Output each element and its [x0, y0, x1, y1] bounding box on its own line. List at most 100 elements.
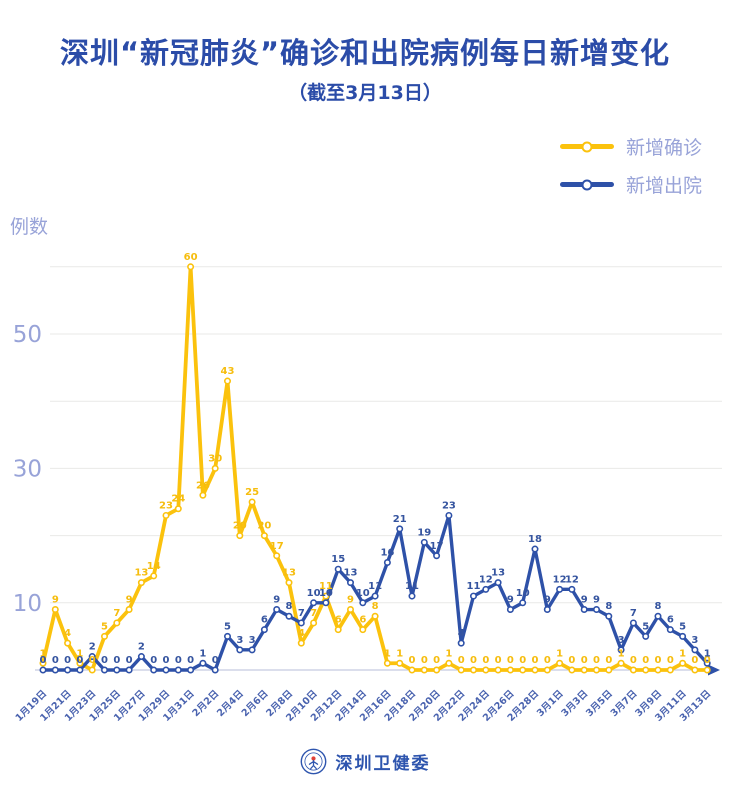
confirmed-value-label: 43 [221, 366, 235, 377]
confirmed-data-point [506, 666, 514, 674]
chart-subtitle: （截至3月13日） [288, 82, 442, 104]
confirmed-value-label: 1 [679, 648, 686, 659]
discharged-value-label: 0 [113, 655, 120, 666]
confirmed-value-label: 4 [298, 628, 305, 639]
discharged-data-point [445, 511, 453, 519]
discharged-value-label: 5 [224, 621, 231, 632]
discharged-data-point [113, 666, 121, 674]
discharged-value-label: 9 [581, 595, 588, 606]
discharged-value-label: 23 [442, 500, 456, 511]
discharged-value-label: 11 [368, 581, 382, 592]
discharged-data-point [51, 666, 59, 674]
x-tick-label: 2月4日 [215, 688, 246, 719]
discharged-value-label: 16 [380, 547, 394, 558]
discharged-data-point [39, 666, 47, 674]
discharged-value-label: 7 [630, 608, 637, 619]
discharged-data-point [420, 538, 428, 546]
discharged-data-point [150, 666, 158, 674]
confirmed-data-point [150, 572, 158, 580]
confirmed-value-label: 0 [630, 655, 637, 666]
discharged-data-point [211, 666, 219, 674]
discharged-value-label: 1 [704, 648, 711, 659]
confirmed-data-point [334, 626, 342, 634]
discharged-value-label: 18 [528, 534, 542, 545]
confirmed-value-label: 8 [372, 601, 379, 612]
discharged-value-label: 9 [273, 595, 280, 606]
confirmed-value-label: 1 [76, 648, 83, 659]
discharged-data-point [137, 653, 145, 661]
confirmed-value-label: 24 [171, 494, 185, 505]
confirmed-value-label: 0 [421, 655, 428, 666]
discharged-data-point [642, 632, 650, 640]
discharged-data-point [457, 639, 465, 647]
discharged-data-point [174, 666, 182, 674]
discharged-data-point [691, 646, 699, 654]
footer: 深圳卫健委 [0, 748, 730, 775]
x-tick-label: 2月2日 [191, 688, 222, 719]
confirmed-value-label: 26 [196, 480, 210, 491]
confirmed-value-label: 0 [642, 655, 649, 666]
confirmed-data-point [433, 666, 441, 674]
y-tick-label: 50 [13, 322, 42, 348]
discharged-value-label: 9 [593, 595, 600, 606]
discharged-data-point [703, 659, 711, 667]
discharged-data-point [654, 612, 662, 620]
discharged-data-point [666, 626, 674, 634]
confirmed-data-point [187, 263, 195, 271]
confirmed-data-point [543, 666, 551, 674]
discharged-data-point [580, 606, 588, 614]
confirmed-value-label: 6 [335, 615, 342, 626]
confirmed-value-label: 4 [64, 628, 71, 639]
confirmed-value-label: 60 [184, 252, 198, 263]
confirmed-data-point [211, 464, 219, 472]
shenzhen-health-commission-logo-icon [300, 748, 326, 775]
chart-title: 深圳“新冠肺炎”确诊和出院病例每日新增变化 [59, 36, 671, 70]
discharged-value-label: 12 [479, 574, 493, 585]
discharged-value-label: 5 [679, 621, 686, 632]
discharged-value-label: 12 [565, 574, 579, 585]
confirmed-value-label: 0 [458, 655, 465, 666]
confirmed-data-point [101, 632, 109, 640]
discharged-value-label: 0 [101, 655, 108, 666]
x-tick-label: 3月3日 [560, 688, 591, 719]
discharged-value-label: 3 [249, 635, 256, 646]
confirmed-data-point [346, 606, 354, 614]
confirmed-value-label: 0 [519, 655, 526, 666]
discharged-data-point [506, 606, 514, 614]
y-axis-unit-label: 例数 [10, 216, 49, 238]
discharged-value-label: 15 [331, 554, 345, 565]
confirmed-data-point [605, 666, 613, 674]
discharged-data-point [592, 606, 600, 614]
confirmed-data-point [469, 666, 477, 674]
confirmed-data-point [482, 666, 490, 674]
confirmed-data-point [162, 511, 170, 519]
confirmed-data-point [113, 619, 121, 627]
x-tick-label: 3月1日 [535, 688, 566, 719]
confirmed-data-point [519, 666, 527, 674]
discharged-data-point [519, 599, 527, 607]
discharged-value-label: 2 [138, 642, 145, 653]
footer-brand-name: 深圳卫健委 [335, 754, 431, 774]
x-tick-label: 2月6日 [240, 688, 271, 719]
discharged-data-point [556, 585, 564, 593]
confirmed-value-label: 0 [581, 655, 588, 666]
discharged-value-label: 3 [236, 635, 243, 646]
confirmed-data-point [137, 579, 145, 587]
discharged-value-label: 17 [430, 541, 444, 552]
discharged-data-point [617, 646, 625, 654]
confirmed-value-label: 9 [52, 595, 59, 606]
discharged-data-point [76, 666, 84, 674]
confirmed-value-label: 0 [544, 655, 551, 666]
discharged-value-label: 8 [286, 601, 293, 612]
legend-label-confirmed: 新增确诊 [625, 137, 702, 159]
confirmed-value-label: 20 [233, 521, 247, 532]
confirmed-value-label: 0 [691, 655, 698, 666]
discharged-data-point [482, 585, 490, 593]
discharged-data-point [543, 606, 551, 614]
discharged-data-point [285, 612, 293, 620]
discharged-data-point [322, 599, 330, 607]
discharged-data-point [297, 619, 305, 627]
confirmed-value-label: 7 [310, 608, 317, 619]
discharged-value-label: 10 [516, 588, 530, 599]
confirmed-value-label: 30 [208, 453, 222, 464]
